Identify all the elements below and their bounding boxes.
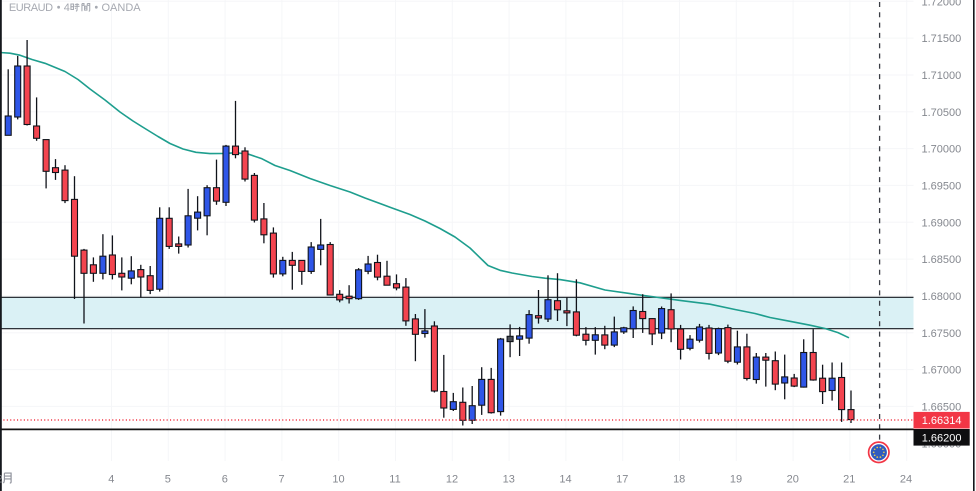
- svg-text:1.71000: 1.71000: [922, 70, 962, 82]
- svg-text:20: 20: [787, 474, 799, 486]
- svg-text:4: 4: [108, 474, 114, 486]
- svg-text:1.67500: 1.67500: [922, 328, 962, 340]
- svg-text:10: 10: [332, 474, 344, 486]
- svg-text:1.72000: 1.72000: [922, 0, 962, 8]
- svg-text:6: 6: [222, 474, 228, 486]
- svg-text:1.70500: 1.70500: [922, 107, 962, 119]
- svg-text:5: 5: [165, 474, 171, 486]
- svg-text:12: 12: [446, 474, 458, 486]
- svg-text:19: 19: [730, 474, 742, 486]
- svg-text:OANDA: OANDA: [102, 2, 142, 14]
- svg-text:1.66200: 1.66200: [922, 432, 962, 444]
- svg-text:EURAUD: EURAUD: [9, 2, 53, 14]
- svg-text:1.66500: 1.66500: [922, 401, 962, 413]
- svg-text:13: 13: [503, 474, 515, 486]
- svg-text:1.68500: 1.68500: [922, 254, 962, 266]
- svg-text:24: 24: [900, 474, 912, 486]
- svg-text:12: 12: [0, 474, 3, 486]
- svg-text:14: 14: [559, 474, 571, 486]
- svg-text:1.71500: 1.71500: [922, 33, 962, 45]
- svg-text:1.66314: 1.66314: [922, 415, 962, 427]
- svg-text:1.70000: 1.70000: [922, 144, 962, 156]
- svg-text:11: 11: [389, 474, 400, 486]
- svg-text:21: 21: [843, 474, 855, 486]
- svg-text:1.68000: 1.68000: [922, 291, 962, 303]
- svg-text:17: 17: [616, 474, 628, 486]
- svg-text:7: 7: [278, 474, 284, 486]
- svg-text:4: 4: [64, 2, 70, 14]
- svg-text:1.69000: 1.69000: [922, 217, 962, 229]
- svg-text:1.69500: 1.69500: [922, 180, 962, 192]
- svg-text:18: 18: [673, 474, 685, 486]
- svg-text:1.67000: 1.67000: [922, 365, 962, 377]
